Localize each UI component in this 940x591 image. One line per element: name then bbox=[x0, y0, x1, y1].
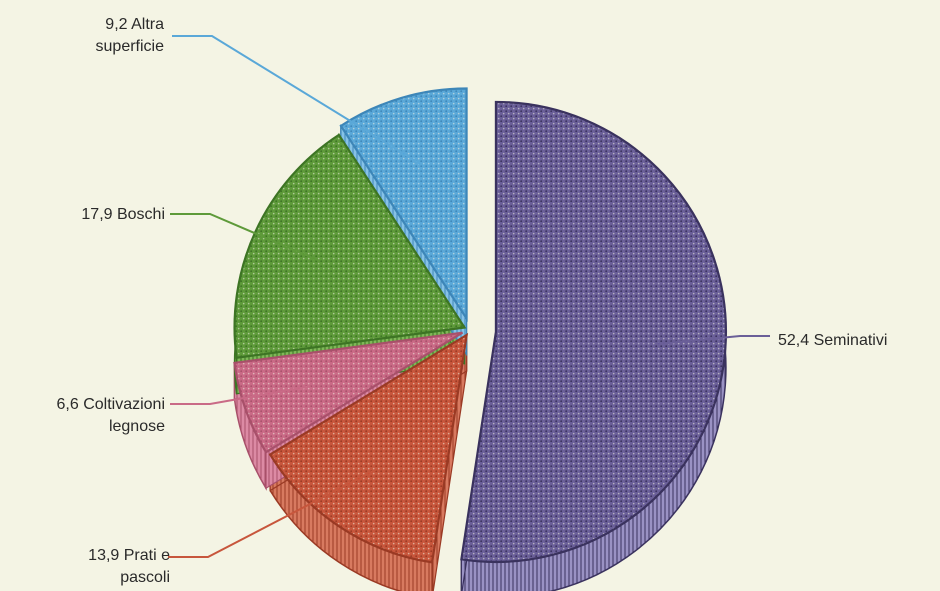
slice-coltivazioni-legnose bbox=[233, 331, 464, 454]
slice-label-boschi: 17,9 Boschi bbox=[81, 204, 165, 226]
leader-line-seminativi bbox=[656, 335, 770, 346]
slice-label-line: 52,4 Seminativi bbox=[778, 332, 888, 349]
slice-label-altra-superficie: 9,2 Altra superficie bbox=[96, 14, 164, 58]
leader-line-altra-superficie bbox=[172, 35, 422, 166]
slice-label-line: 6,6 Coltivazioni bbox=[56, 396, 166, 413]
leader-line-prati-pascoli bbox=[168, 468, 378, 558]
slice-boschi bbox=[233, 133, 467, 359]
slice-label-prati-pascoli: 13,9 Prati e pascoli bbox=[88, 545, 170, 589]
slice-label-line: pascoli bbox=[120, 569, 170, 586]
slice-label-line: 9,2 Altra bbox=[105, 16, 164, 33]
slice-label-line: 13,9 Prati e bbox=[88, 547, 170, 564]
slice-label-line: superficie bbox=[95, 38, 164, 55]
slice-label-line: legnose bbox=[108, 418, 165, 435]
slice-label-seminativi: 52,4 Seminativi bbox=[778, 330, 887, 352]
slice-label-line: 17,9 Boschi bbox=[81, 206, 165, 223]
slice-altra-superficie bbox=[339, 87, 468, 323]
slice-seminativi bbox=[460, 100, 727, 564]
leader-line-coltivazioni-legnose bbox=[170, 385, 311, 405]
slice-label-coltivazioni-legnose: 6,6 Coltivazioni legnose bbox=[57, 394, 166, 438]
slice-prati-pascoli bbox=[268, 332, 469, 564]
leader-line-boschi bbox=[170, 213, 319, 262]
